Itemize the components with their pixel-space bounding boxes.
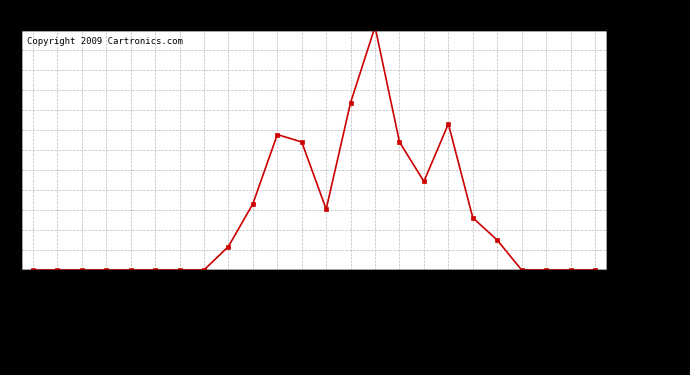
Title: Average Solar Radiation per Hour W/m2 (Last 24 Hours) 20090323: Average Solar Radiation per Hour W/m2 (L… [82,13,546,27]
Text: Copyright 2009 Cartronics.com: Copyright 2009 Cartronics.com [26,37,182,46]
